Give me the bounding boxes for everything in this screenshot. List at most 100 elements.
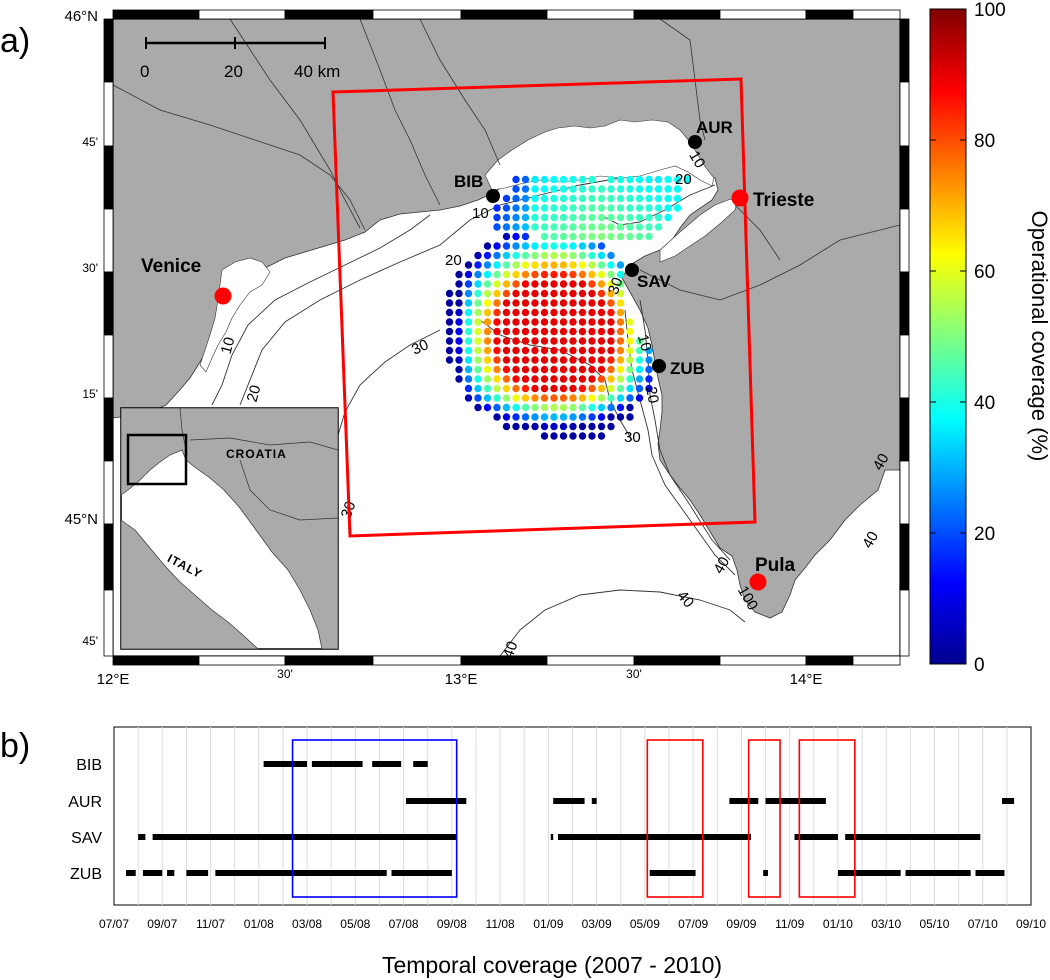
coverage-segment-sav: [845, 834, 981, 840]
coverage-point: [550, 289, 558, 298]
trieste-gulf: [659, 197, 739, 263]
coverage-point: [578, 270, 587, 279]
coverage-point: [569, 327, 577, 336]
frame-band: [899, 271, 910, 336]
coverage-point: [483, 375, 492, 383]
timeline-tick-label: 01/10: [823, 917, 853, 931]
coverage-point: [474, 403, 482, 412]
coverage-point: [521, 346, 530, 355]
frame-band: [852, 655, 901, 666]
coverage-point: [540, 346, 549, 355]
coverage-point: [521, 223, 530, 231]
coverage-point: [502, 365, 511, 374]
frame-band: [103, 18, 114, 83]
coverage-point: [464, 308, 473, 317]
coverage-point: [521, 337, 530, 345]
coverage-point: [597, 270, 606, 279]
timeline-tick-label: 07/08: [389, 917, 419, 931]
coverage-point: [559, 346, 568, 355]
coverage-point: [616, 413, 625, 421]
coverage-point: [616, 270, 625, 279]
coverage-point: [474, 394, 482, 402]
coverage-point: [607, 356, 615, 364]
coverage-point: [597, 384, 606, 393]
coverage-point: [635, 394, 644, 402]
coverage-point: [455, 375, 463, 383]
timeline-tick-label: 09/08: [437, 917, 467, 931]
coverage-point: [493, 213, 501, 222]
station-marker-aur: [688, 135, 702, 149]
frame-band: [103, 271, 114, 336]
frame-band: [899, 589, 910, 657]
contour-10: [211, 214, 431, 406]
coverage-point: [512, 375, 520, 383]
coverage-point: [607, 213, 615, 222]
coverage-point: [531, 213, 539, 222]
coverage-point: [559, 394, 568, 402]
coverage-point: [588, 365, 596, 374]
coverage-point: [673, 175, 682, 184]
frame-band: [103, 589, 114, 657]
coverage-point: [616, 194, 625, 203]
lon-label: 12°E: [97, 671, 130, 688]
contour-20-east: [624, 309, 736, 576]
coverage-point: [483, 318, 492, 326]
coverage-point: [635, 375, 644, 383]
coverage-point: [550, 403, 558, 412]
coverage-point: [474, 365, 482, 374]
coverage-point: [502, 261, 511, 269]
coverage-point: [569, 261, 577, 269]
contour-label: 20: [445, 252, 462, 269]
coverage-point: [569, 213, 577, 222]
station-label-bib: BIB: [454, 172, 483, 191]
coverage-point: [635, 223, 644, 231]
coverage-point: [540, 327, 549, 336]
coverage-point: [445, 308, 454, 317]
coverage-point: [645, 194, 653, 203]
coverage-point: [588, 289, 596, 298]
frame-band: [719, 9, 807, 20]
lat-label: 45': [82, 634, 98, 648]
coverage-point: [540, 251, 549, 260]
timeline-station-label: ZUB: [70, 866, 102, 883]
coverage-point: [550, 204, 558, 212]
coverage-point: [483, 251, 492, 260]
coverage-point: [521, 289, 530, 298]
timeline-tick-label: 01/09: [533, 917, 563, 931]
coverage-point: [588, 223, 596, 231]
coverage-segment-sav: [558, 834, 752, 840]
coverage-point: [493, 242, 501, 250]
coverage-point: [540, 403, 549, 412]
coverage-point: [616, 346, 625, 355]
coverage-point: [521, 280, 530, 288]
coverage-point: [597, 308, 606, 317]
coverage-point: [521, 375, 530, 383]
coverage-segment-zub: [649, 870, 696, 876]
coverage-point: [512, 242, 520, 250]
coverage-point: [559, 270, 568, 279]
coverage-point: [512, 289, 520, 298]
coverage-point: [597, 185, 606, 193]
coverage-point: [540, 413, 549, 421]
coverage-point: [597, 194, 606, 203]
coverage-point: [521, 327, 530, 336]
coverage-point: [578, 375, 587, 383]
timeline-tick-label: 03/10: [871, 917, 901, 931]
coverage-point: [521, 308, 530, 317]
coverage-point: [474, 346, 482, 355]
coverage-segment-aur: [765, 798, 826, 804]
timeline-tick-label: 09/07: [147, 917, 177, 931]
coverage-point: [493, 261, 501, 269]
coverage-point: [588, 232, 596, 241]
coverage-point: [502, 318, 511, 326]
coverage-point: [483, 384, 492, 393]
coverage-point: [654, 213, 663, 222]
coverage-point: [474, 337, 482, 345]
coverage-point: [493, 337, 501, 345]
coverage-point: [645, 356, 653, 364]
coverage-point: [512, 261, 520, 269]
coverage-point: [578, 337, 587, 345]
contour-label: 40: [859, 528, 882, 551]
city-label-venice: Venice: [141, 256, 201, 277]
coverage-point: [531, 289, 539, 298]
